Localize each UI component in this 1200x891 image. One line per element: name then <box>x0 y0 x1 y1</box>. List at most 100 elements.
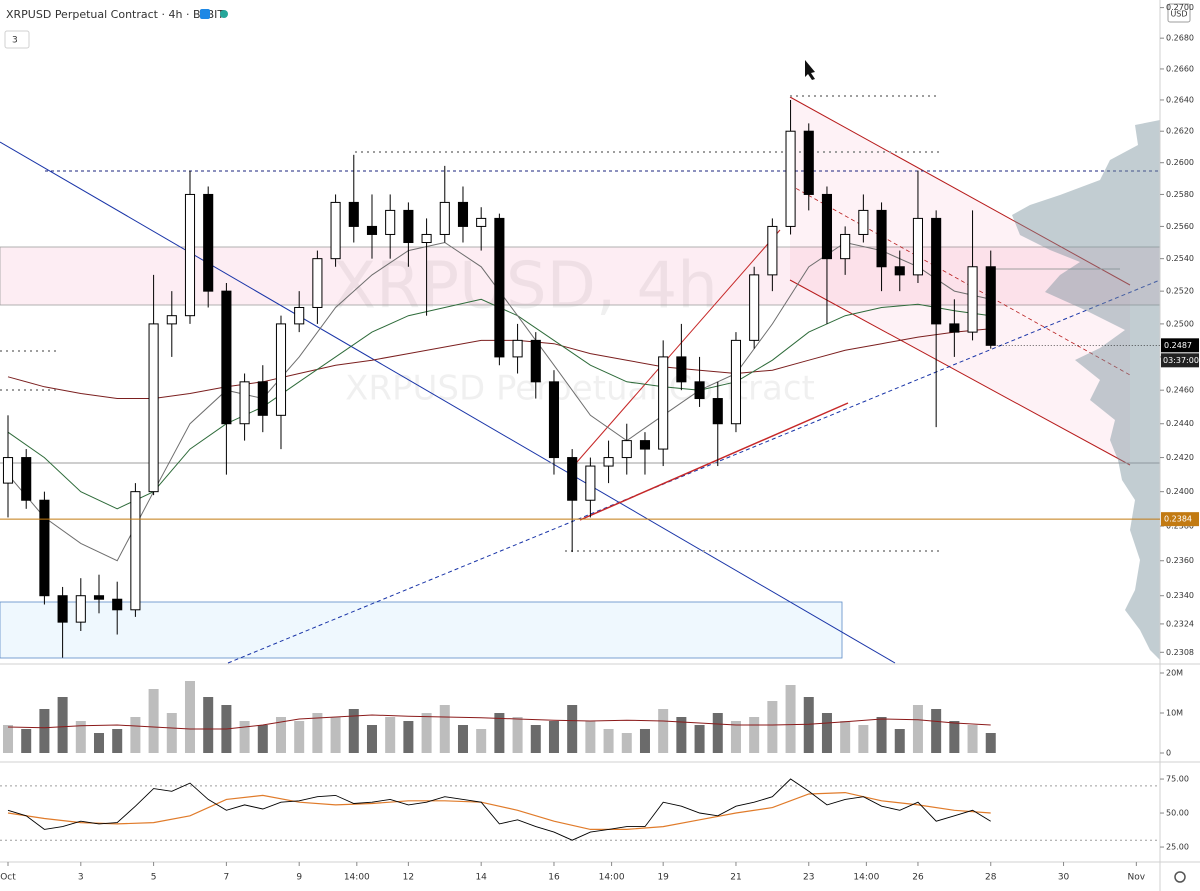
volume-bar <box>749 717 760 753</box>
candle-body <box>476 217 487 227</box>
x-tick-label: 14 <box>475 873 487 883</box>
volume-bar <box>403 721 414 753</box>
x-tick-label: 7 <box>224 873 230 883</box>
y-tick-label: 0.2340 <box>1166 591 1194 600</box>
volume-bar <box>985 733 996 753</box>
volume-bar <box>294 721 305 753</box>
candle-body <box>712 398 723 425</box>
y-tick-label: 0.2440 <box>1166 419 1194 428</box>
volume-bar <box>585 721 596 753</box>
candle-body <box>294 306 305 325</box>
channel-middle <box>789 184 1131 376</box>
candle-body <box>931 217 942 325</box>
x-tick-label: 23 <box>803 873 814 883</box>
candle-body <box>858 209 869 235</box>
price-badge <box>1161 338 1199 353</box>
x-tick-label: 19 <box>657 873 669 883</box>
volume-bar <box>93 733 105 753</box>
candle-body <box>366 225 378 235</box>
y-tick-label: 0.2560 <box>1166 222 1194 231</box>
volume-bar <box>694 725 705 753</box>
x-tick-label: 5 <box>151 873 157 883</box>
volume-bar <box>57 697 68 753</box>
candle-body <box>639 440 651 450</box>
volume-bar <box>712 713 723 753</box>
candle-body <box>348 201 359 227</box>
candle-body <box>75 595 86 623</box>
candle-body <box>548 381 560 459</box>
currency-label[interactable]: USD <box>1170 10 1187 19</box>
volume-bar <box>894 729 905 753</box>
channel-lower <box>789 279 1131 466</box>
candle-body <box>949 323 960 333</box>
candle-body <box>985 266 996 346</box>
y-tick-label: 0.2660 <box>1166 64 1194 73</box>
x-tick-label: 14:00 <box>853 873 879 883</box>
volume-bar <box>621 733 632 753</box>
volume-bar <box>840 721 851 753</box>
volume-tick-label: 0 <box>1166 749 1171 758</box>
candle-body <box>767 225 778 276</box>
candle-body <box>676 356 687 383</box>
channel-upper <box>789 96 1131 286</box>
volume-bar <box>112 729 123 753</box>
candle-body <box>912 217 924 276</box>
candle-body <box>421 233 432 244</box>
volume-bar <box>130 717 141 753</box>
volume-bar <box>312 713 323 753</box>
volume-bar <box>912 705 923 753</box>
candle-body <box>203 193 214 292</box>
rsi-tick-label: 50.00 <box>1166 809 1189 818</box>
candle-body <box>894 266 905 276</box>
candle-body <box>694 381 705 400</box>
y-tick-label: 0.2324 <box>1166 619 1194 628</box>
rising-line <box>579 402 849 521</box>
volume-bar <box>184 681 196 753</box>
candle-body <box>275 323 287 416</box>
candle-body <box>312 258 323 308</box>
volume-bar <box>931 709 942 753</box>
x-tick-label: 16 <box>548 873 560 883</box>
volume-bar <box>348 709 359 753</box>
settings-icon[interactable] <box>1174 871 1186 883</box>
candle-body <box>749 274 760 341</box>
candle-body <box>530 339 541 383</box>
y-tick-label: 0.2460 <box>1166 386 1194 395</box>
x-tick-label: Oct <box>0 873 16 883</box>
y-tick-label: 0.2308 <box>1166 648 1194 657</box>
volume-bar <box>239 721 250 753</box>
volume-bar <box>21 729 32 753</box>
x-tick-label: 9 <box>296 873 302 883</box>
volume-bar <box>512 717 523 753</box>
volume-bar <box>803 697 814 753</box>
cursor-icon <box>805 60 815 80</box>
indicator-count[interactable]: 3 <box>12 36 18 46</box>
volume-bar <box>876 717 887 753</box>
y-tick-label: 0.2400 <box>1166 487 1194 496</box>
header-bg <box>0 4 240 24</box>
volume-bar <box>366 725 377 753</box>
currency-box[interactable] <box>1167 3 1191 23</box>
volume-bar <box>385 717 396 753</box>
flag-icon[interactable] <box>200 9 210 19</box>
rising-line <box>569 229 781 471</box>
rsi-ma <box>7 791 991 830</box>
y-tick-label: 0.2360 <box>1166 556 1194 565</box>
price-pane <box>2 99 996 658</box>
price-badge-label: 0.2384 <box>1164 515 1192 524</box>
y-tick-label: 0.2640 <box>1166 95 1194 104</box>
candle-body <box>330 201 341 260</box>
x-tick-label: 14:00 <box>344 873 370 883</box>
rsi-line <box>7 778 991 841</box>
indicator-toggle[interactable] <box>4 30 30 49</box>
candle-body <box>457 201 469 227</box>
candle-body <box>184 193 196 317</box>
watermark-description: XRPUSD Perpetual Contract <box>345 369 815 409</box>
candle-body <box>967 266 978 333</box>
volume-bar <box>330 717 341 753</box>
x-tick-label: Nov <box>1128 873 1146 883</box>
volume-bar <box>949 721 960 753</box>
candle-body <box>494 217 505 358</box>
